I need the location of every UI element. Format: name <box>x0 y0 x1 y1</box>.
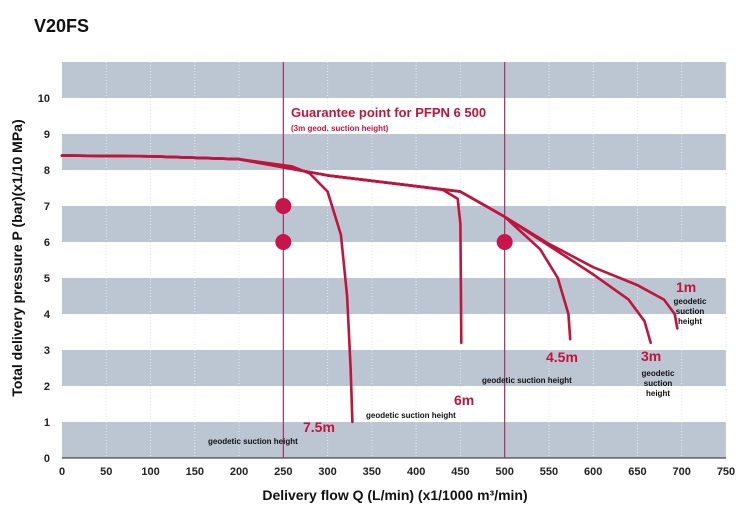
x-tick-label: 300 <box>318 466 336 478</box>
series-label: 4.5m <box>546 349 578 365</box>
series-sublabel: geodetic suction height <box>208 437 298 446</box>
y-tick-label: 7 <box>44 201 50 213</box>
series-sublabel: height <box>678 317 702 326</box>
grid-band <box>62 134 726 170</box>
grid-band <box>62 62 726 98</box>
y-axis-label: Total delivery pressure P (bar)(x1/10 MP… <box>9 119 25 396</box>
x-tick-label: 600 <box>584 466 602 478</box>
x-tick-label: 0 <box>59 466 65 478</box>
y-tick-label: 3 <box>44 345 50 357</box>
x-tick-label: 750 <box>717 466 735 478</box>
y-tick-label: 8 <box>44 165 50 177</box>
y-tick-label: 9 <box>44 129 50 141</box>
y-tick-label: 6 <box>44 237 50 249</box>
grid-band <box>62 206 726 242</box>
grid-band <box>62 278 726 314</box>
series-label: 1m <box>676 279 696 295</box>
x-tick-label: 150 <box>186 466 204 478</box>
guarantee-marker <box>496 234 513 250</box>
series-sublabel: height <box>646 389 670 398</box>
x-tick-label: 100 <box>141 466 159 478</box>
series-sublabel: geodetic <box>674 297 707 306</box>
series-sublabel: suction <box>676 307 705 316</box>
series-label: 3m <box>641 348 661 364</box>
x-tick-label: 550 <box>540 466 558 478</box>
x-tick-label: 450 <box>451 466 469 478</box>
series-sublabel: geodetic suction height <box>366 411 456 420</box>
guarantee-marker <box>275 198 292 214</box>
y-tick-label: 4 <box>44 309 51 321</box>
x-tick-label: 700 <box>673 466 691 478</box>
x-tick-label: 650 <box>628 466 646 478</box>
x-axis-label: Delivery flow Q (L/min) (x1/1000 m³/min) <box>262 487 527 503</box>
y-tick-label: 1 <box>44 417 50 429</box>
chart-title: V20FS <box>34 16 90 36</box>
guarantee-marker <box>275 234 292 250</box>
y-tick-label: 0 <box>44 453 50 465</box>
series-sublabel: suction <box>644 379 673 388</box>
x-tick-label: 50 <box>100 466 112 478</box>
x-tick-label: 200 <box>230 466 248 478</box>
x-tick-label: 350 <box>363 466 381 478</box>
y-tick-label: 10 <box>38 93 50 105</box>
grid-band <box>62 350 726 386</box>
series-sublabel: geodetic suction height <box>482 376 572 385</box>
series-sublabel: geodetic <box>642 369 675 378</box>
series-label: 6m <box>454 392 474 408</box>
grid-band <box>62 422 726 458</box>
guarantee-point-label: Guarantee point for PFPN 6 500 <box>291 105 486 120</box>
x-tick-label: 250 <box>274 466 292 478</box>
series-line <box>60 154 679 330</box>
x-tick-label: 400 <box>407 466 425 478</box>
guarantee-point-sublabel: (3m geod. suction height) <box>291 124 389 133</box>
y-tick-label: 5 <box>44 273 50 285</box>
x-tick-label: 500 <box>495 466 513 478</box>
series-label: 7.5m <box>303 419 335 435</box>
y-tick-label: 2 <box>44 381 50 393</box>
